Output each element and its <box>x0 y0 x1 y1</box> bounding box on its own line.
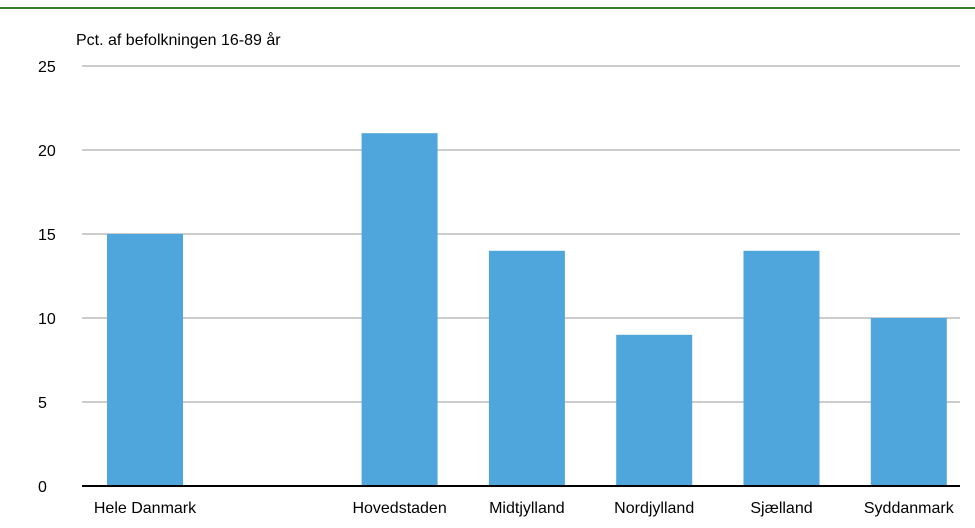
top-rule <box>0 7 975 9</box>
bar <box>616 334 693 486</box>
bars <box>107 133 947 486</box>
category-labels: Hele Danmark Hovedstaden Midtjylland Nordjy… <box>94 500 955 517</box>
x-tick-label: Sjælland <box>750 500 812 517</box>
bar <box>488 250 565 486</box>
bar <box>870 318 947 486</box>
y-tick-label: 15 <box>38 227 56 244</box>
y-tick-label: 0 <box>38 479 47 496</box>
x-tick-label: Hovedstaden <box>352 500 446 517</box>
y-tick-label: 10 <box>38 311 56 328</box>
x-tick-label: Midtjylland <box>489 500 565 517</box>
x-tick-label: Nordjylland <box>614 500 694 517</box>
y-tick-label: 5 <box>38 395 47 412</box>
x-tick-label: Syddanmark <box>864 500 955 517</box>
x-tick-label: Hele Danmark <box>94 500 197 517</box>
y-tick-label: 25 <box>38 59 56 76</box>
bar <box>107 234 183 486</box>
y-tick-labels: 0 5 10 15 20 25 <box>38 59 56 496</box>
bar <box>361 133 438 486</box>
bar <box>743 250 820 486</box>
y-tick-label: 20 <box>38 143 56 160</box>
y-axis-label: Pct. af befolkningen 16-89 år <box>76 31 281 49</box>
